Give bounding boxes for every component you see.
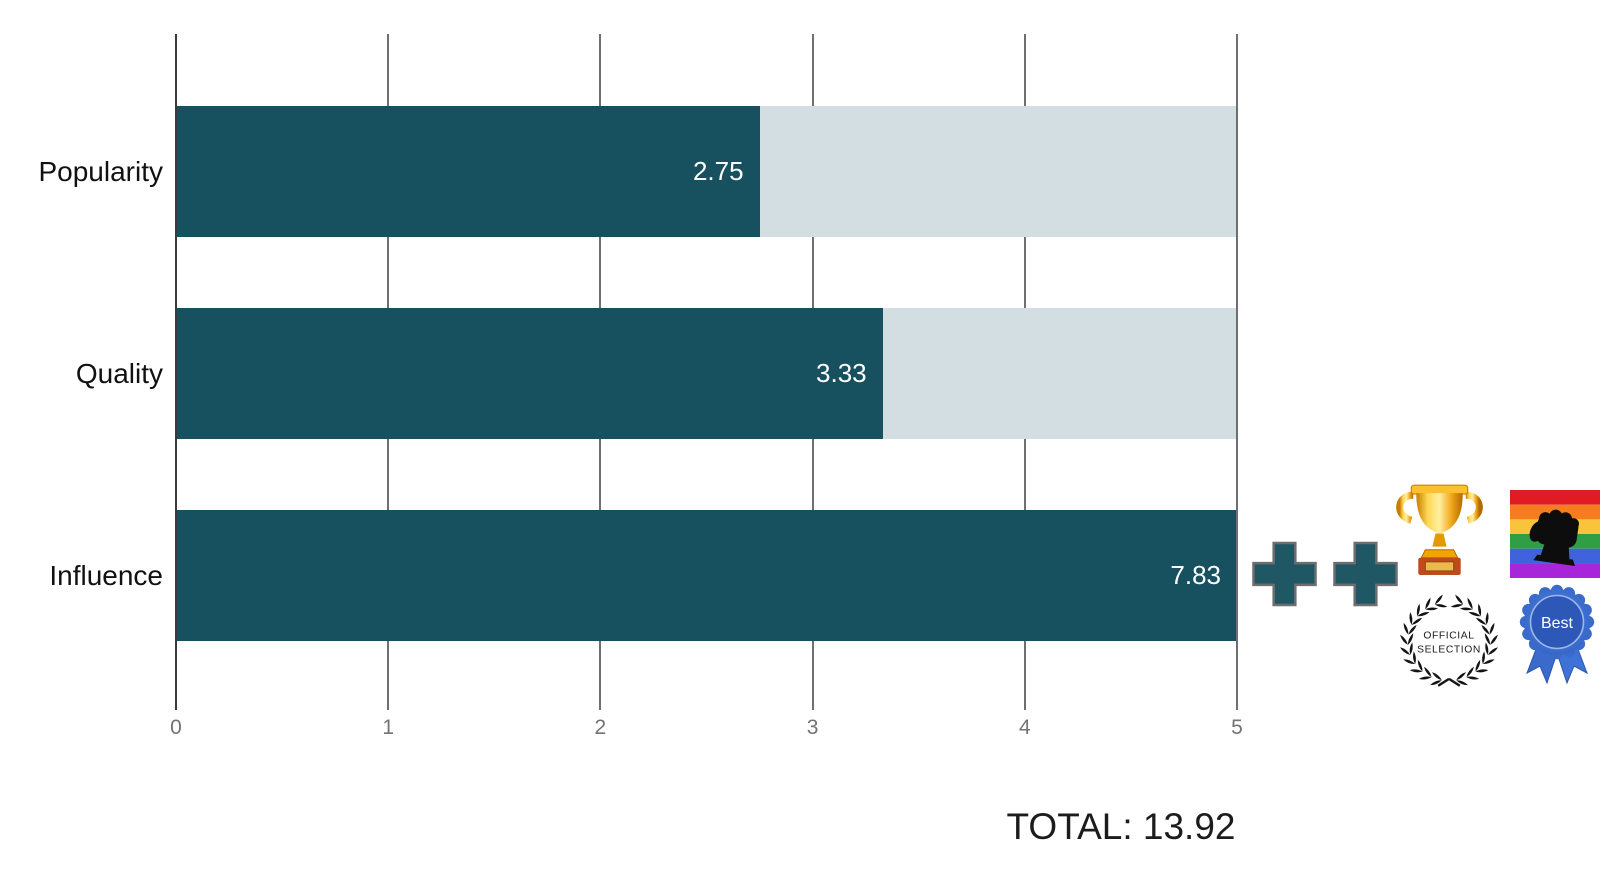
- x-tick-label: 2: [594, 716, 607, 739]
- best-ribbon-icon: Best: [1517, 580, 1597, 688]
- trophy-icon: [1391, 477, 1488, 580]
- bar-quality[interactable]: 3.33: [176, 308, 883, 439]
- category-label-influence: Influence: [49, 559, 163, 591]
- y-axis-line: [175, 34, 177, 710]
- bar-value-label: 3.33: [816, 358, 867, 388]
- x-tick-label: 4: [1018, 716, 1031, 739]
- bar-track-popularity: 2.75: [176, 106, 1237, 237]
- bar-track-quality: 3.33: [176, 308, 1237, 439]
- pride-fist-icon: [1510, 490, 1600, 578]
- laurel-leaves: [1399, 594, 1499, 686]
- bar-value-label: 7.83: [1170, 560, 1221, 590]
- category-label-popularity: Popularity: [38, 155, 163, 187]
- official-selection-laurel-icon: OFFICIAL SELECTION: [1390, 594, 1508, 687]
- best-ribbon-label: Best: [1541, 615, 1574, 632]
- plus-icon: [1251, 540, 1318, 608]
- plus-icon: [1332, 540, 1399, 608]
- x-tick-label: 1: [382, 716, 395, 739]
- bar-track-influence: 7.83: [176, 510, 1237, 641]
- category-label-quality: Quality: [75, 357, 163, 389]
- x-axis: 0 1 2 3 4 5: [0, 716, 1624, 746]
- total-label: TOTAL: 13.92: [1006, 806, 1236, 847]
- official-selection-line2: SELECTION: [1417, 644, 1481, 655]
- x-tick-label: 5: [1231, 716, 1243, 739]
- official-selection-line1: OFFICIAL: [1423, 631, 1474, 642]
- x-tick-label: 3: [806, 716, 819, 739]
- bar-influence[interactable]: 7.83: [176, 510, 1237, 641]
- bar-popularity[interactable]: 2.75: [176, 106, 760, 237]
- plot-area: 2.75 3.33 7.83: [175, 34, 1238, 710]
- gridline: [1236, 34, 1238, 710]
- bar-value-label: 2.75: [692, 156, 744, 186]
- x-tick-label: 0: [170, 716, 182, 739]
